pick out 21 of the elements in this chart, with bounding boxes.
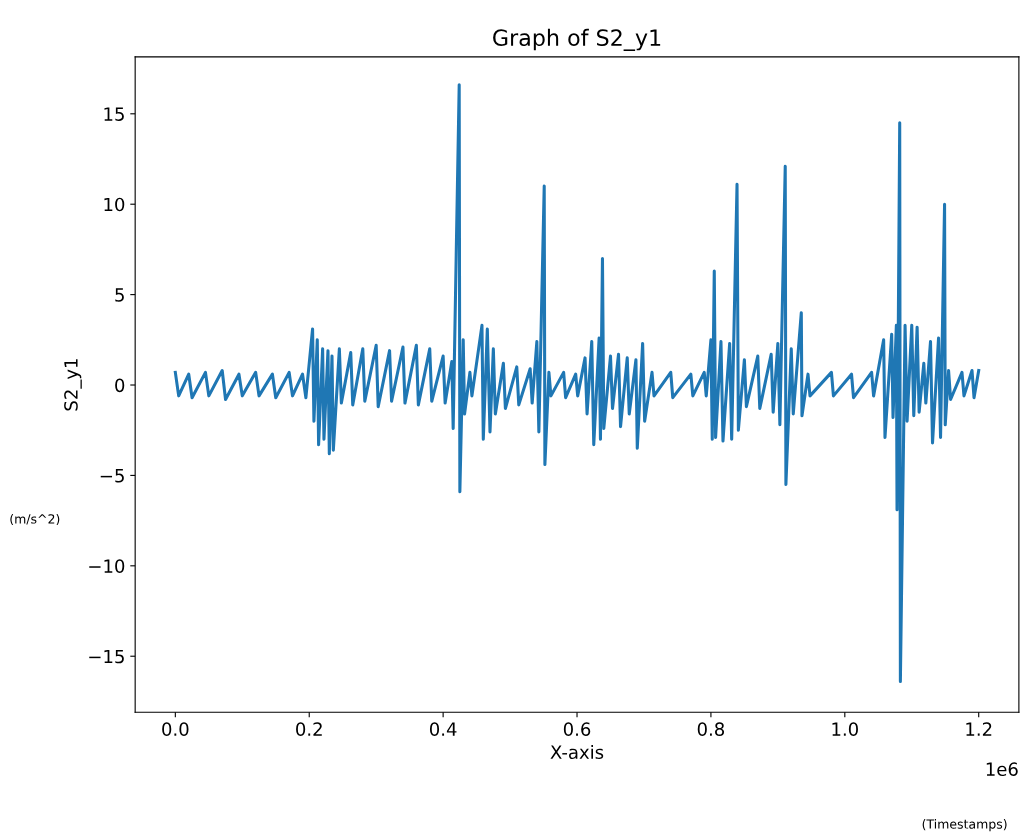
line-series [173,83,981,684]
x-axis-title: X-axis [550,745,604,759]
text: 1e6 [986,762,1018,777]
y-tick-label: −10 [89,559,125,573]
text: (m/s^2) [10,513,60,526]
text: (Timestamps) [922,819,1007,832]
x-tick-label: 0.0 [162,722,189,736]
y-axis-title: S2_y1 [64,359,82,411]
chart-title: Graph of S2_y1 [493,28,661,51]
x-tick-label: 1.2 [966,722,992,736]
y-tick-label: −5 [100,469,124,483]
x-tick-label: 1.0 [832,722,858,736]
y-tick-label: 0 [115,378,125,393]
y-tick-label: 15 [104,107,124,121]
x-tick-label: 0.8 [697,722,725,736]
x-tick-label: 0.4 [429,722,457,736]
y-tick-label: 10 [104,197,125,212]
y-tick-label: 5 [115,288,124,302]
x-tick-label: 0.2 [296,722,322,736]
x-tick-label: 0.6 [563,722,591,736]
y-tick-label: −15 [89,649,124,664]
